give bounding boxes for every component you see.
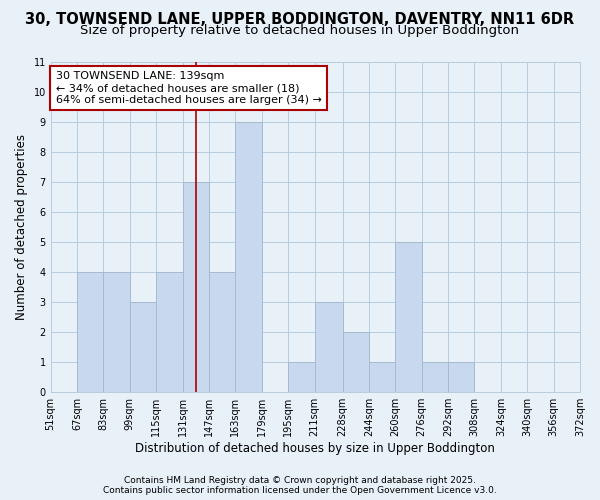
Bar [422,362,448,392]
Bar [288,362,314,392]
Bar [395,242,422,392]
Bar [235,122,262,392]
Text: 30 TOWNSEND LANE: 139sqm
← 34% of detached houses are smaller (18)
64% of semi-d: 30 TOWNSEND LANE: 139sqm ← 34% of detach… [56,72,322,104]
Bar [343,332,369,392]
Y-axis label: Number of detached properties: Number of detached properties [15,134,28,320]
Bar [369,362,395,392]
Bar [182,182,209,392]
Text: Contains HM Land Registry data © Crown copyright and database right 2025.
Contai: Contains HM Land Registry data © Crown c… [103,476,497,495]
Bar [156,272,182,392]
Bar [448,362,475,392]
Text: 30, TOWNSEND LANE, UPPER BODDINGTON, DAVENTRY, NN11 6DR: 30, TOWNSEND LANE, UPPER BODDINGTON, DAV… [25,12,575,28]
Text: Size of property relative to detached houses in Upper Boddington: Size of property relative to detached ho… [80,24,520,37]
Bar [209,272,235,392]
Bar [77,272,103,392]
X-axis label: Distribution of detached houses by size in Upper Boddington: Distribution of detached houses by size … [136,442,495,455]
Bar [130,302,156,392]
Bar [314,302,343,392]
Bar [103,272,130,392]
